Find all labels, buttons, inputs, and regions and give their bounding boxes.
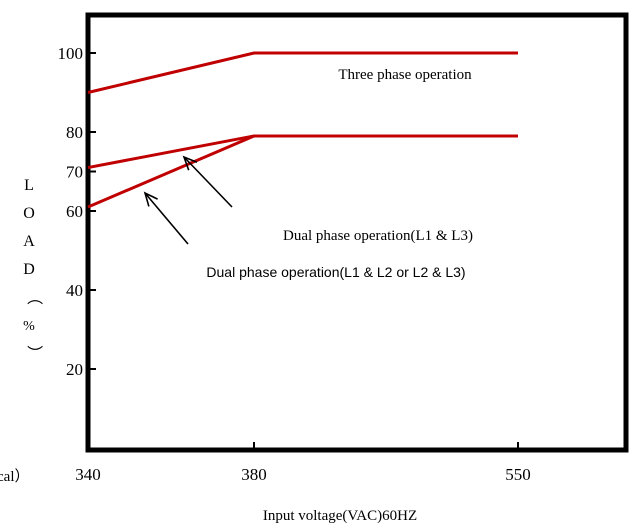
- y-axis-label-char: O: [23, 205, 35, 222]
- truncated-left-label: cal）: [0, 468, 29, 485]
- y-tick-label: 20: [66, 360, 83, 379]
- series-line-2: [87, 134, 518, 170]
- y-axis-label-char: A: [23, 233, 35, 250]
- y-axis-label-char: D: [23, 261, 35, 278]
- y-axis-label-char: ）: [25, 345, 43, 361]
- annotation-arrowhead-2: [143, 191, 158, 207]
- annotation-arrowhead-1: [182, 155, 198, 171]
- annotation-dual-phase-l1-l3: Dual phase operation(L1 & L3): [283, 228, 473, 244]
- y-axis-label-char: L: [24, 177, 34, 194]
- annotation-arrow-2: [144, 192, 189, 245]
- annotation-arrow-1: [183, 156, 233, 208]
- x-tick-label: 340: [75, 465, 101, 484]
- y-tick-label: 40: [66, 281, 83, 300]
- x-tick-label: 380: [241, 465, 267, 484]
- x-tick-label: 550: [505, 465, 531, 484]
- y-axis-label-char: %: [23, 319, 35, 334]
- series-line-3: [87, 134, 518, 209]
- y-tick-label: 70: [66, 163, 83, 182]
- annotation-three-phase: Three phase operation: [338, 67, 472, 83]
- y-tick-label: 80: [66, 123, 83, 142]
- series-line-1: [87, 51, 518, 94]
- y-axis-label-char: （: [25, 289, 43, 305]
- annotation-dual-phase-l1-l2-or-l2-l3: Dual phase operation(L1 & L2 or L2 & L3): [206, 264, 465, 280]
- plot-frame: [85, 12, 629, 453]
- x-axis-label: Input voltage(VAC)60HZ: [263, 508, 417, 524]
- y-tick-label: 60: [66, 202, 83, 221]
- y-tick-label: 100: [58, 44, 84, 63]
